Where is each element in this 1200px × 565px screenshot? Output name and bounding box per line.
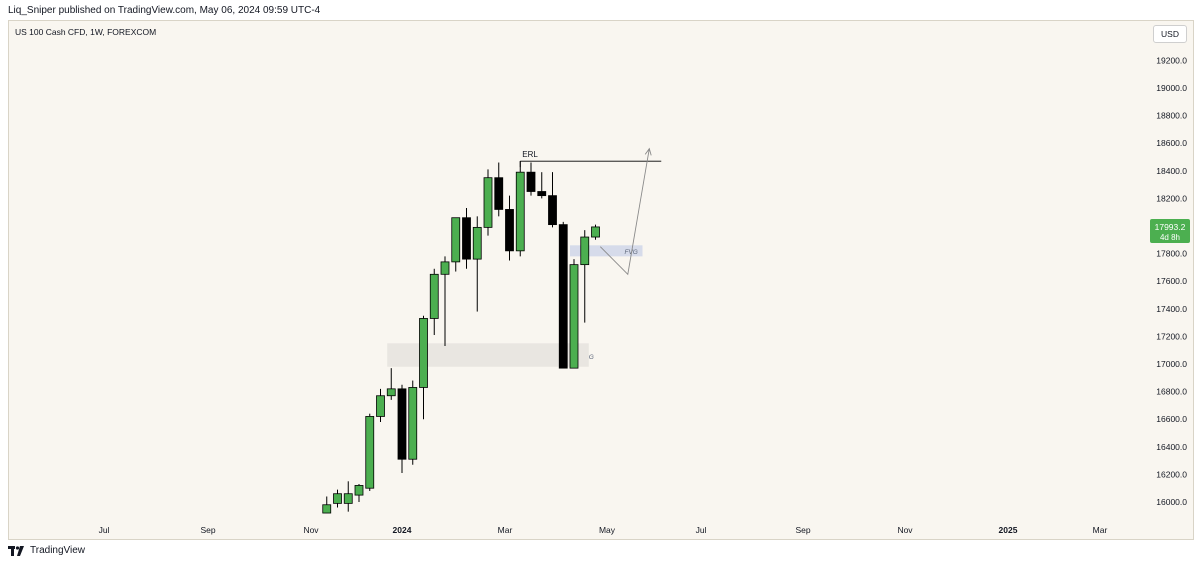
projection-arrow[interactable] [599,148,650,276]
candle-bull [591,226,600,238]
symbol-title[interactable]: US 100 Cash CFD, 1W, FOREXCOM [15,27,157,37]
y-tick-label: 16800.0 [1156,387,1187,397]
x-tick-label: Mar [1093,525,1108,535]
x-tick-label: Sep [795,525,810,535]
candle-bull [343,493,353,504]
y-tick-label: 16000.0 [1156,497,1187,507]
candle-bull [354,485,364,496]
candle-bull [440,261,450,275]
y-tick-label: 17800.0 [1156,249,1187,259]
chart-pane[interactable] [8,20,1194,540]
candle-bull [333,493,342,504]
fvg-zones [387,245,643,367]
candle-bear [558,224,568,369]
x-tick-label: 2025 [999,525,1018,535]
candle-bear [548,195,557,226]
y-tick-label: 17400.0 [1156,304,1187,314]
time-axis: Jul Sep Nov 2024 Mar May Jul Sep Nov 2025 Mar [99,525,1108,535]
candle-bull [429,273,439,319]
projection-arrowhead [644,147,652,156]
x-tick-label: Nov [303,525,319,535]
y-tick-label: 16200.0 [1156,469,1187,479]
candles [322,161,600,514]
candle-bear [537,191,547,197]
candle-bull [386,388,396,397]
erl-label: ERL [522,150,538,159]
x-tick-label: Jul [696,525,707,535]
candle-bear [397,388,407,460]
candle-bull [515,171,525,252]
fvg-zone[interactable] [570,245,643,257]
y-tick-label: 17200.0 [1156,331,1187,341]
y-tick-label: 18400.0 [1156,166,1187,176]
y-tick-label: 19200.0 [1156,55,1187,65]
candle-bear [526,171,536,192]
currency-button[interactable]: USD [1153,25,1187,43]
candle-bear [462,217,471,260]
last-price-badge: 17993.24d 8h [1150,218,1190,243]
candle-bear [505,209,514,252]
x-tick-label: 2024 [393,525,412,535]
candle-bull [580,236,590,266]
x-tick-label: Nov [897,525,913,535]
y-tick-label: 18800.0 [1156,111,1187,121]
y-tick-label: 18600.0 [1156,138,1187,148]
fvg-zone-lower[interactable] [387,343,589,367]
candle-bull [376,395,385,417]
candle-bull [451,217,461,263]
candle-bull [419,318,428,388]
candle-bull [472,226,482,260]
x-tick-label: May [599,525,616,535]
y-tick-label: 17600.0 [1156,276,1187,286]
x-tick-label: Sep [200,525,215,535]
y-tick-label: 19000.0 [1156,83,1187,93]
candle-bear [494,177,504,210]
fvg-lower-label: G [589,354,594,361]
candle-bull [408,387,418,460]
y-tick-label: 16600.0 [1156,414,1187,424]
y-tick-label: 17000.0 [1156,359,1187,369]
x-tick-label: Jul [99,525,110,535]
footer-brand: TradingView [30,545,86,556]
tradingview-footer[interactable]: TradingView [8,545,85,556]
y-tick-label: 16400.0 [1156,442,1187,452]
tradingview-logo-icon [8,545,24,556]
price-badge-countdown: 4d 8h [1160,233,1180,242]
publish-info: Liq_Sniper published on TradingView.com,… [8,5,321,16]
y-tick-label: 18200.0 [1156,193,1187,203]
candle-bull [322,504,332,514]
price-axis: 16000.0 16200.0 16400.0 16600.0 16800.0 17000… [1156,55,1187,507]
candle-bull [483,177,493,228]
candle-bull [569,264,579,369]
price-badge [1150,218,1190,243]
price-badge-value: 17993.2 [1155,222,1186,232]
candle-bull [365,416,375,489]
x-tick-label: Mar [498,525,513,535]
